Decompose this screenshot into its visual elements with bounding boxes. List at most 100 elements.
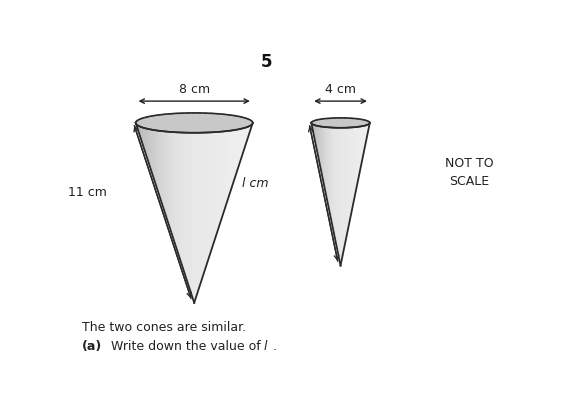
Polygon shape [316,123,317,152]
Polygon shape [366,123,367,142]
Polygon shape [210,123,211,255]
Polygon shape [241,123,243,159]
Polygon shape [322,123,323,180]
Polygon shape [178,123,181,261]
Text: .: . [273,340,277,353]
Polygon shape [365,123,366,147]
Polygon shape [329,123,330,213]
Polygon shape [206,123,208,267]
Polygon shape [367,123,368,137]
Polygon shape [312,123,313,132]
Polygon shape [157,123,159,195]
Polygon shape [220,123,221,225]
Polygon shape [235,123,237,177]
Polygon shape [148,123,149,165]
Polygon shape [314,123,315,142]
Text: 11 cm: 11 cm [67,186,106,199]
Polygon shape [251,123,253,129]
Text: 5: 5 [260,53,272,71]
Polygon shape [171,123,173,237]
Polygon shape [362,123,363,161]
Polygon shape [167,123,169,225]
Polygon shape [368,123,369,132]
Text: 8 cm: 8 cm [178,83,210,96]
Polygon shape [358,123,359,180]
Polygon shape [323,123,324,185]
Polygon shape [318,123,319,161]
Polygon shape [139,123,142,141]
Polygon shape [224,123,225,213]
Polygon shape [155,123,157,189]
Polygon shape [211,123,214,249]
Polygon shape [221,123,224,219]
Polygon shape [330,123,331,218]
Polygon shape [153,123,155,183]
Polygon shape [332,123,333,228]
Polygon shape [245,123,247,147]
Polygon shape [324,123,325,189]
Polygon shape [161,123,163,207]
Polygon shape [347,123,349,232]
Polygon shape [353,123,354,204]
Polygon shape [142,123,144,147]
Polygon shape [243,123,245,153]
Text: 4 cm: 4 cm [325,83,356,96]
Polygon shape [320,123,321,170]
Polygon shape [359,123,360,175]
Polygon shape [311,123,312,128]
Polygon shape [346,123,347,237]
Polygon shape [145,123,148,159]
Polygon shape [354,123,355,199]
Polygon shape [349,123,350,223]
Polygon shape [345,123,346,247]
Polygon shape [173,123,175,243]
Polygon shape [321,123,322,175]
Text: l: l [264,340,267,353]
Polygon shape [311,123,370,266]
Polygon shape [225,123,227,207]
Polygon shape [208,123,210,261]
Polygon shape [204,123,206,273]
Polygon shape [237,123,239,171]
Polygon shape [202,123,204,279]
Polygon shape [229,123,231,195]
Text: Write down the value of: Write down the value of [111,340,261,353]
Polygon shape [364,123,365,152]
Polygon shape [328,123,329,208]
Polygon shape [247,123,249,141]
Polygon shape [319,123,320,166]
Polygon shape [231,123,233,189]
Polygon shape [326,123,327,199]
Ellipse shape [136,113,253,133]
Polygon shape [249,123,251,135]
Polygon shape [216,123,218,237]
Polygon shape [175,123,177,249]
Polygon shape [165,123,167,219]
Polygon shape [356,123,357,189]
Polygon shape [136,123,253,303]
Polygon shape [136,123,138,129]
Polygon shape [151,123,153,177]
Polygon shape [144,123,145,153]
Polygon shape [361,123,362,166]
Polygon shape [163,123,165,213]
Polygon shape [355,123,356,194]
Polygon shape [227,123,229,201]
Polygon shape [138,123,139,135]
Polygon shape [214,123,216,243]
Polygon shape [169,123,171,231]
Text: (a): (a) [81,340,102,353]
Polygon shape [149,123,151,171]
Polygon shape [313,123,314,137]
Ellipse shape [311,118,370,128]
Polygon shape [233,123,235,183]
Text: NOT TO
SCALE: NOT TO SCALE [444,157,493,188]
Polygon shape [352,123,353,208]
Polygon shape [159,123,161,201]
Polygon shape [317,123,318,156]
Polygon shape [239,123,241,165]
Polygon shape [357,123,358,185]
Polygon shape [325,123,326,194]
Polygon shape [350,123,352,218]
Polygon shape [331,123,332,223]
